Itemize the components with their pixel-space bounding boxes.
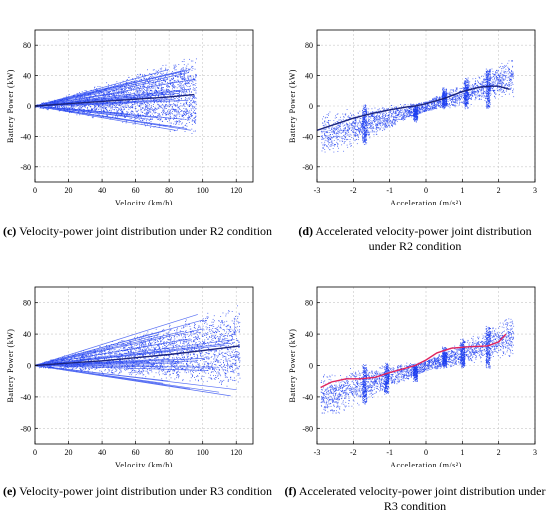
fit-curve: [320, 333, 507, 389]
y-axis-label: Battery Power (kW): [288, 329, 297, 403]
x-tick-label: 40: [98, 186, 106, 195]
y-tick-label: -40: [302, 393, 313, 402]
x-tick-label: 0: [424, 186, 428, 195]
x-tick-label: 0: [33, 186, 37, 195]
chart-velocity-power-r3: 0 20 40 60 80 100 120 -80 -40 0 40 80 Velocity (km/h…: [6, 286, 254, 467]
x-tick-label: 120: [230, 448, 242, 457]
y-tick-label: -40: [20, 132, 31, 141]
x-tick-label: 80: [165, 448, 173, 457]
scatter-points: [36, 305, 241, 387]
y-tick-label: 0: [309, 362, 313, 371]
x-tick-label: 100: [197, 448, 209, 457]
x-tick-label: 1: [460, 448, 464, 457]
x-tick-label: 2: [497, 186, 501, 195]
x-tick-label: 60: [132, 448, 140, 457]
x-tick-label: 20: [65, 186, 73, 195]
x-tick-label: 120: [230, 186, 242, 195]
y-tick-label: 40: [305, 330, 313, 339]
x-tick-label: 3: [533, 448, 537, 457]
y-tick-label: 40: [305, 72, 313, 81]
y-tick-label: 0: [27, 102, 31, 111]
y-axis-label: Battery Power (kW): [288, 69, 297, 143]
caption-f: (f) Accelerated velocity-power joint dis…: [284, 484, 546, 513]
y-tick-label: -80: [302, 163, 313, 172]
y-tick-label: -40: [302, 132, 313, 141]
y-axis-label: Battery Power (kW): [6, 329, 15, 403]
x-tick-label: 2: [497, 448, 501, 457]
y-tick-label: 80: [305, 41, 313, 50]
x-tick-label: 3: [533, 186, 537, 195]
x-tick-label: 0: [33, 448, 37, 457]
chart-acceleration-power-r2: -3 -2 -1 0 1 2 3 -80 -40 0 40 80 Acceleration (m/s²)…: [288, 29, 537, 205]
x-tick-label: 1: [460, 186, 464, 195]
fit-curve: [316, 85, 510, 131]
y-tick-label: 40: [23, 330, 31, 339]
y-tick-label: -40: [20, 393, 31, 402]
fit-curve: [34, 345, 240, 367]
caption-e: (e) Velocity-power joint distribution un…: [2, 484, 273, 498]
x-tick-label: 20: [65, 448, 73, 457]
y-tick-label: 40: [23, 72, 31, 81]
x-tick-label: -2: [350, 448, 357, 457]
scatter-rays: [34, 69, 196, 131]
fit-curve: [34, 93, 195, 107]
x-tick-label: 60: [132, 186, 140, 195]
y-tick-label: 0: [27, 362, 31, 371]
y-tick-label: 80: [305, 299, 313, 308]
x-tick-label: -1: [386, 186, 393, 195]
y-tick-label: -80: [20, 424, 31, 433]
y-tick-label: -80: [302, 424, 313, 433]
caption-d: (d) Accelerated velocity-power joint dis…: [298, 224, 532, 253]
x-axis-label: Velocity (km/h): [115, 199, 173, 205]
x-tick-label: 0: [424, 448, 428, 457]
scatter-points: [320, 318, 515, 414]
scatter-points: [320, 60, 515, 153]
x-tick-label: -2: [350, 186, 357, 195]
y-tick-label: 0: [309, 102, 313, 111]
x-tick-label: 40: [98, 448, 106, 457]
scatter-rays: [34, 314, 237, 397]
chart-acceleration-power-r3: -3 -2 -1 0 1 2 3 -80 -40 0 40 80 Acceleration (m/s²)…: [288, 286, 537, 467]
x-tick-label: -1: [386, 448, 393, 457]
x-tick-label: 100: [197, 186, 209, 195]
y-tick-label: -80: [20, 163, 31, 172]
chart-velocity-power-r2: 0 20 40 60 80 100 120 -80 -40 0 40 80 Velocity (km/h…: [6, 29, 254, 205]
y-axis-label: Battery Power (kW): [6, 69, 15, 143]
y-tick-label: 80: [23, 41, 31, 50]
caption-c: (c) Velocity-power joint distribution un…: [2, 224, 273, 238]
x-axis-label: Velocity (km/h): [115, 461, 173, 467]
x-tick-label: -3: [314, 186, 321, 195]
x-tick-label: 80: [165, 186, 173, 195]
y-tick-label: 80: [23, 299, 31, 308]
grid: [34, 30, 253, 182]
x-axis-label: Acceleration (m/s²): [390, 199, 462, 205]
x-tick-label: -3: [314, 448, 321, 457]
x-axis-label: Acceleration (m/s²): [390, 461, 462, 467]
